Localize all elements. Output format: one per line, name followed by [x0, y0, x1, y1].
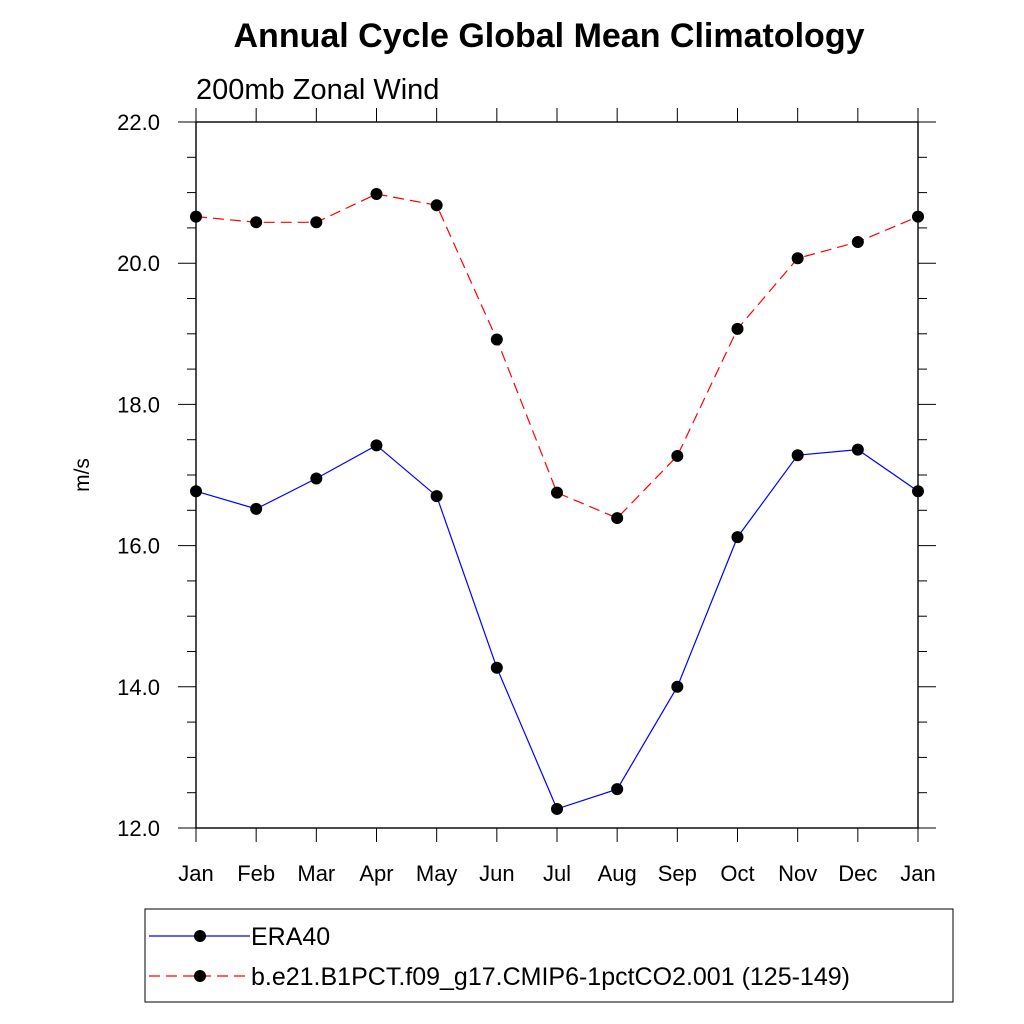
y-axis-label: m/s [71, 458, 94, 492]
series-2-point [430, 199, 443, 212]
y-tick-label: 18.0 [117, 392, 160, 417]
series-1-line [195, 444, 919, 810]
plot-frame [195, 121, 919, 829]
series-2-point [370, 188, 383, 201]
series-2-line [195, 193, 919, 519]
x-tick-label: Jul [543, 861, 571, 886]
series-layer [190, 188, 924, 815]
series-1-point [190, 485, 202, 498]
y-tick-label: 16.0 [117, 534, 160, 559]
x-tick-label: Feb [237, 861, 275, 886]
legend-box [144, 908, 954, 1003]
y-tick-label: 14.0 [117, 675, 160, 700]
legend-label-1: ERA40 [251, 923, 330, 951]
series-2-point [671, 449, 684, 462]
legend-label-2: b.e21.B1PCT.f09_g17.CMIP6-1pctCO2.001 (1… [251, 963, 850, 991]
series-2-point [912, 210, 924, 223]
y-axis-ticks: 12.0 14.0 16.0 18.0 20.0 22.0 [117, 110, 936, 841]
series-1-point [851, 443, 864, 456]
x-axis-ticks: Jan Feb Mar Apr May Jun Jul Aug Sep Oct Nov Dec Jan [178, 108, 936, 886]
series-1-point [250, 502, 263, 515]
y-tick-label: 22.0 [117, 110, 160, 135]
series-1-point [671, 680, 684, 693]
series-1-point [791, 449, 804, 462]
series-2-point [551, 486, 563, 499]
series-1-point [490, 661, 503, 674]
x-tick-label: Jan [900, 861, 935, 886]
legend: ERA40 b.e21.B1PCT.f09_g17.CMIP6-1pctCO2.0… [149, 923, 850, 991]
series-1-point [370, 439, 383, 452]
x-tick-label: Sep [658, 861, 697, 886]
y-tick-label: 20.0 [117, 251, 160, 276]
y-tick-label: 12.0 [117, 816, 160, 841]
series-1-point [611, 783, 624, 796]
chart-subtitle: 200mb Zonal Wind [196, 74, 439, 106]
x-tick-label: Oct [720, 861, 754, 886]
x-tick-label: Mar [297, 861, 335, 886]
x-tick-label: Nov [778, 861, 817, 886]
x-tick-label: Aug [598, 861, 637, 886]
series-2-point [310, 216, 323, 229]
x-tick-label: Jun [479, 861, 514, 886]
series-1-point [430, 490, 443, 503]
x-tick-label: Dec [838, 861, 877, 886]
series-2-point [791, 252, 804, 265]
legend-marker-2 [194, 970, 206, 982]
series-1-point [912, 485, 924, 498]
x-tick-label: Jan [178, 861, 213, 886]
series-2-point [611, 512, 624, 525]
series-1 [190, 439, 924, 815]
x-tick-label: Apr [359, 861, 393, 886]
series-2-point [190, 210, 202, 223]
series-2-point [250, 216, 263, 229]
series-1-point [731, 531, 744, 544]
series-1-point [551, 802, 563, 815]
series-2-point [490, 333, 503, 346]
series-2-point [851, 236, 864, 249]
legend-marker-1 [194, 930, 206, 942]
x-tick-label: May [416, 861, 458, 886]
series-2 [190, 188, 924, 525]
series-1-point [310, 472, 323, 485]
series-2-point [731, 322, 744, 335]
chart-title: Annual Cycle Global Mean Climatology [234, 17, 865, 55]
